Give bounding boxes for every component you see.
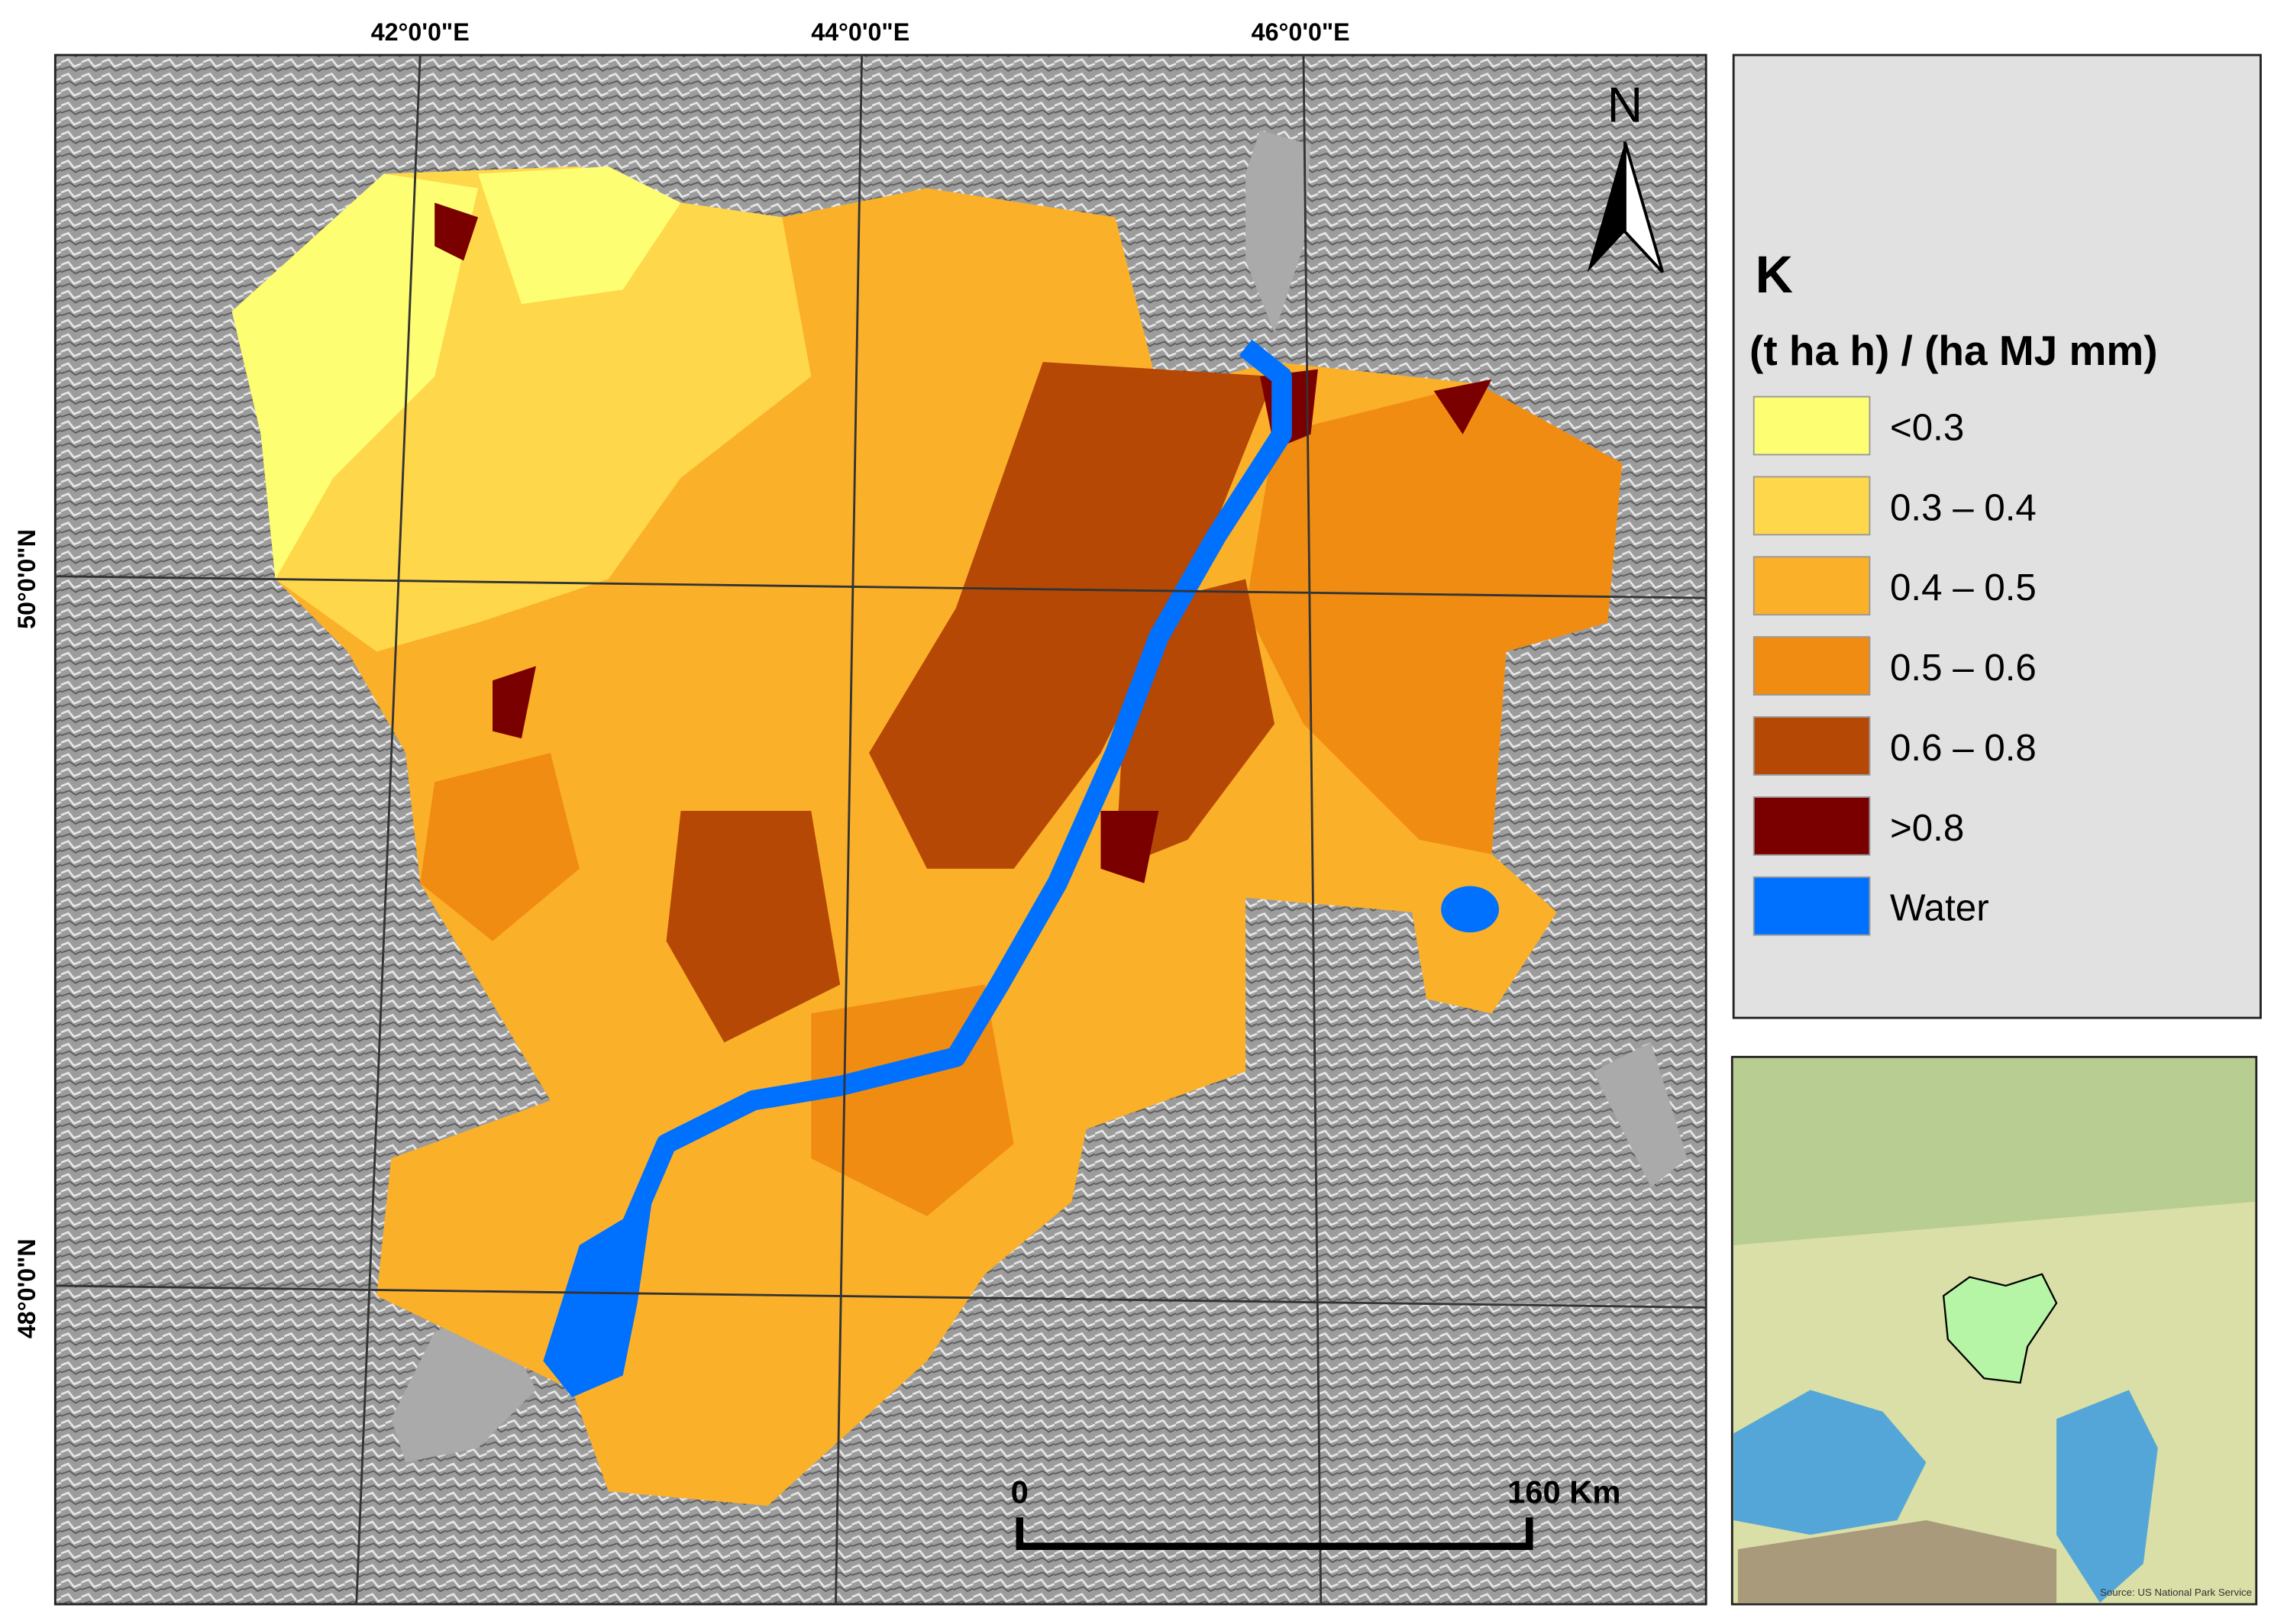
legend-label: 0.3 – 0.4 [1890,486,2037,528]
scale-line [1016,1517,1533,1551]
legend-swatch [1753,476,1871,536]
region-k [1245,383,1623,854]
inset-mountains [1737,1520,2057,1603]
region-k [478,166,681,305]
legend: K (t ha h) / (ha MJ mm) <0.3 0.3 – 0.4 0.4… [1732,53,2262,1019]
gray-water [1245,130,1311,334]
lake [1441,886,1499,933]
inset-credit: Source: US National Park Service [2100,1587,2252,1598]
legend-swatch [1753,636,1871,696]
region-k [493,666,536,739]
graticule [55,55,1707,1605]
gray-water [1593,1042,1688,1187]
inset-map: Source: US National Park Service [1730,1055,2258,1606]
meridian [835,55,864,1605]
inset-region [1942,1273,2058,1384]
region-k [1433,379,1492,434]
region-k [434,202,479,261]
scale-end: 160 Km [1507,1474,1620,1509]
legend-title: K [1756,246,1793,304]
legend-swatch [1753,396,1871,456]
region-k [1100,810,1159,883]
inset-sea [1733,1390,1927,1535]
legend-label: >0.8 [1890,807,1964,849]
scale-bar: 0 160 Km [1011,1474,1621,1551]
region-k [231,173,479,580]
legend-box [1732,53,2262,1019]
arrow-half [1623,141,1665,273]
inset-sea [2056,1390,2158,1603]
legend-label: 0.4 – 0.5 [1890,567,2037,609]
region-k [420,753,580,941]
legend-swatch [1753,556,1871,616]
river [584,339,1292,1350]
meridian [1302,55,1323,1605]
main-map: N 0 160 Km [53,53,1707,1606]
legend-swatch [1753,796,1871,856]
legend-label: 0.6 – 0.8 [1890,727,2037,769]
legend-units: (t ha h) / (ha MJ mm) [1749,327,2158,374]
legend-label: 0.5 – 0.6 [1890,647,2037,689]
lon-label: 44°0'0"E [811,18,909,46]
lon-label: 46°0'0"E [1252,18,1350,46]
lat-label: 48°0'0"N [13,1238,40,1338]
legend-label: <0.3 [1890,406,1964,448]
legend-swatch [1753,876,1871,936]
north-label: N [1607,77,1643,132]
legend-swatch [1753,716,1871,776]
region-k [666,810,841,1043]
region-k [869,362,1275,869]
lon-label: 42°0'0"E [371,18,470,46]
lat-label: 50°0'0"N [13,529,40,629]
scale-start: 0 [1011,1474,1029,1509]
north-arrow: N [1587,77,1665,273]
inset-forest [1733,1058,2255,1245]
legend-label: Water [1890,887,1989,929]
parallel [55,575,1707,599]
parallel [55,1284,1707,1309]
meridian [355,55,422,1605]
reservoir [543,1201,652,1397]
